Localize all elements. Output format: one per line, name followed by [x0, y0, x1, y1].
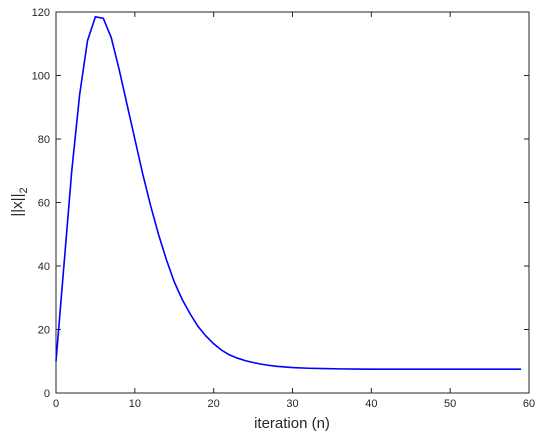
y-axis-title: ||x||2	[9, 187, 30, 216]
y-tick-label: 60	[38, 198, 50, 210]
x-tick-label: 30	[286, 398, 298, 410]
y-axis-title-subscript: 2	[18, 187, 30, 193]
plot-area	[55, 11, 530, 394]
x-tick-label: 40	[365, 398, 377, 410]
x-tick-label: 10	[129, 398, 141, 410]
y-tick-label: 0	[44, 388, 50, 400]
y-axis-ticks: 0 20 40 60 80 100 120	[32, 7, 529, 400]
series-line	[55, 15, 522, 370]
y-tick-label: 40	[38, 261, 50, 273]
x-axis-title: iteration (n)	[254, 415, 330, 432]
y-tick-label: 100	[32, 71, 50, 83]
x-axis-ticks: 0 10 20 30 40 50 60	[53, 12, 535, 410]
x-tick-label: 60	[523, 398, 535, 410]
x-tick-label: 50	[444, 398, 456, 410]
x-tick-label: 0	[53, 398, 59, 410]
y-tick-label: 80	[38, 134, 50, 146]
x-tick-label: 20	[208, 398, 220, 410]
y-tick-label: 20	[38, 325, 50, 337]
y-tick-label: 120	[32, 7, 50, 19]
y-axis-title-main: ||x||	[9, 194, 26, 217]
